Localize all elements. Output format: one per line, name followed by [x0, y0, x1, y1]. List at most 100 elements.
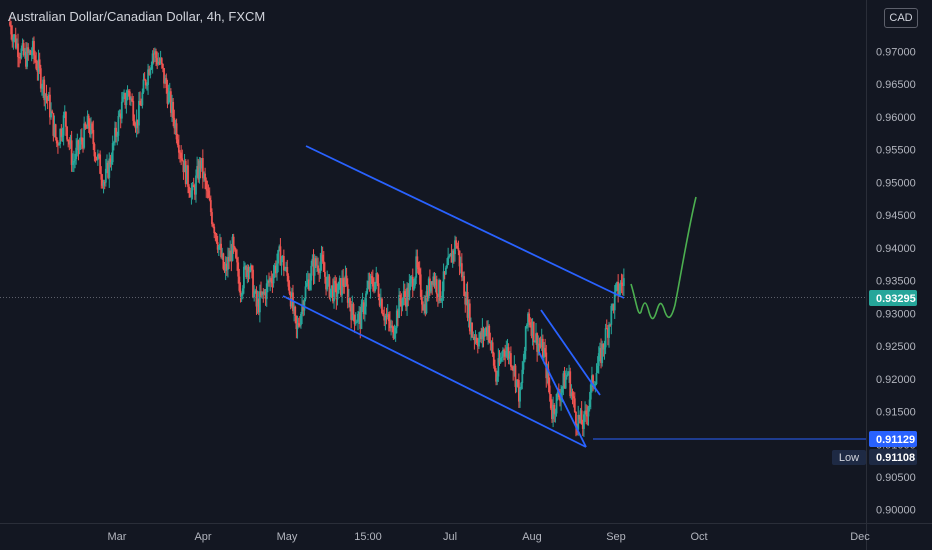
- projection-path[interactable]: [630, 196, 697, 320]
- candle-body: [353, 315, 356, 325]
- candle-body: [67, 139, 70, 142]
- candle-body: [318, 271, 321, 273]
- candle-body: [454, 240, 456, 255]
- candle-body: [310, 265, 313, 281]
- channel-lower-line[interactable]: [282, 295, 587, 448]
- time-axis[interactable]: Mar Apr May 15:00 Jul Aug Sep Oct Dec: [0, 523, 932, 544]
- candle-body: [31, 41, 34, 55]
- candle-body: [432, 276, 435, 285]
- candle-body: [606, 328, 609, 338]
- candle-body: [330, 285, 333, 289]
- candle-body: [612, 304, 615, 311]
- candle-body: [206, 189, 209, 191]
- candle-body: [304, 286, 307, 300]
- candle-body: [444, 267, 447, 275]
- candle-body: [332, 285, 334, 302]
- time-tick-label: Jul: [443, 531, 457, 543]
- candle-body: [177, 145, 180, 153]
- candle-body: [239, 290, 242, 296]
- candle-body: [59, 129, 62, 144]
- candle-body: [425, 291, 428, 314]
- candle-body: [149, 68, 152, 75]
- wedge-lower-line[interactable]: [538, 351, 587, 448]
- candle-body: [535, 333, 537, 342]
- candle-body: [176, 139, 179, 146]
- candle-body: [484, 327, 487, 333]
- candle-body: [564, 376, 567, 389]
- candle-body: [49, 94, 51, 118]
- candle-body: [357, 313, 359, 322]
- candle-body: [450, 253, 453, 263]
- trend-drawings[interactable]: [0, 145, 866, 448]
- candle-body: [369, 275, 372, 289]
- candle-body: [479, 332, 481, 339]
- candle-body: [96, 154, 99, 161]
- candle-body: [19, 57, 22, 59]
- candle-body: [54, 124, 57, 138]
- candle-body: [138, 100, 140, 126]
- candle-body: [505, 350, 508, 357]
- candle-body: [271, 281, 274, 284]
- candle-body: [385, 315, 388, 317]
- candle-body: [231, 236, 234, 261]
- candle-body: [161, 64, 164, 69]
- candle-body: [116, 135, 119, 137]
- candle-body: [280, 258, 283, 266]
- candle-body: [45, 93, 48, 98]
- candle-body: [583, 414, 585, 429]
- price-axis[interactable]: 0.97000 0.96500 0.96000 0.95500 0.95000 0.945…: [866, 0, 916, 550]
- low-value-tag: [869, 449, 917, 465]
- candle-body: [308, 279, 310, 290]
- candle-body: [25, 51, 27, 67]
- candle-body: [57, 143, 59, 146]
- candle-body: [366, 288, 369, 294]
- candle-body: [365, 293, 367, 307]
- candle-body: [211, 212, 213, 225]
- candle-body: [268, 280, 270, 283]
- candle-body: [345, 275, 348, 285]
- candle-body: [146, 84, 148, 86]
- candle-body: [326, 277, 329, 290]
- candle-body: [43, 79, 46, 101]
- candle-body: [233, 246, 236, 250]
- price-tick-label: 0.91500: [876, 407, 916, 419]
- candle-body: [569, 371, 572, 397]
- candle-body: [115, 127, 118, 137]
- candle-body: [134, 125, 137, 129]
- candle-body: [520, 383, 523, 389]
- candle-body: [346, 284, 349, 303]
- candle-body: [248, 270, 251, 273]
- candle-body: [91, 123, 94, 130]
- candle-body: [621, 284, 624, 286]
- candle-series: [9, 16, 625, 437]
- candle-body: [555, 393, 558, 414]
- candle-body: [100, 173, 103, 180]
- candle-body: [393, 333, 396, 339]
- candle-body: [70, 140, 73, 165]
- wedge-upper-line[interactable]: [540, 309, 601, 396]
- candle-body: [407, 287, 410, 300]
- candle-body: [102, 182, 105, 186]
- candle-body: [79, 137, 82, 145]
- candle-body: [88, 126, 91, 135]
- channel-upper-line[interactable]: [305, 145, 625, 299]
- currency-button[interactable]: CAD: [884, 8, 918, 28]
- candle-body: [274, 265, 277, 274]
- candle-body: [188, 186, 191, 193]
- candle-body: [336, 293, 339, 300]
- candle-body: [546, 369, 549, 379]
- candle-body: [197, 166, 200, 180]
- candle-body: [158, 61, 161, 63]
- candle-body: [495, 370, 497, 382]
- candle-body: [183, 160, 186, 173]
- candle-body: [314, 258, 317, 266]
- candle-body: [200, 158, 203, 169]
- candle-body: [66, 126, 68, 140]
- candle-body: [236, 257, 238, 263]
- candle-body: [468, 303, 471, 332]
- candle-body: [320, 254, 323, 262]
- candle-body: [154, 51, 156, 55]
- candle-body: [359, 311, 362, 329]
- candle-body: [597, 353, 600, 366]
